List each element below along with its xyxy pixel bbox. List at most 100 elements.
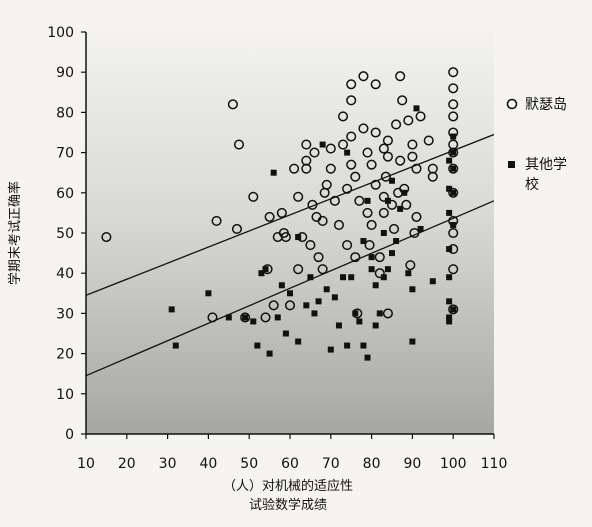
point-mercer-island	[409, 227, 420, 239]
point-mercer-island	[240, 312, 251, 323]
point-other-school	[287, 290, 293, 297]
point-other-school	[450, 189, 457, 196]
point-mercer-island	[403, 115, 414, 126]
point-other-school	[348, 274, 355, 281]
point-other-school	[409, 286, 416, 293]
point-other-school	[446, 209, 453, 216]
x-tick-label: 20	[118, 456, 136, 472]
point-other-school	[446, 318, 453, 325]
point-other-school	[364, 354, 371, 361]
x-tick-label: 100	[440, 456, 467, 472]
point-other-school	[413, 105, 420, 112]
point-mercer-island	[233, 139, 245, 150]
point-mercer-island	[342, 240, 353, 251]
point-mercer-island	[370, 79, 381, 90]
y-axis-title: 学期末考试正确率	[7, 181, 23, 285]
point-mercer-island	[405, 260, 416, 271]
point-mercer-island	[325, 163, 336, 174]
point-other-school	[344, 342, 351, 349]
y-tick-label: 0	[65, 427, 74, 443]
legend-label-other: 其他学 校	[525, 157, 571, 193]
point-other-school	[389, 177, 395, 184]
point-other-school	[295, 338, 302, 345]
x-tick-label: 60	[281, 456, 299, 472]
point-mercer-island	[401, 199, 412, 210]
point-other-school	[340, 274, 347, 281]
x-tick-label: 80	[363, 456, 381, 472]
y-tick-label: 50	[56, 226, 74, 242]
y-tick-label: 60	[56, 186, 74, 202]
point-other-school	[384, 197, 391, 204]
point-other-school	[450, 133, 457, 140]
point-other-school	[295, 234, 302, 241]
point-other-school	[172, 342, 179, 349]
point-mercer-island	[260, 312, 271, 323]
point-mercer-island	[350, 171, 361, 182]
point-other-school	[319, 141, 326, 148]
point-other-school	[258, 270, 265, 277]
point-other-school	[368, 266, 375, 273]
point-other-school	[168, 306, 175, 313]
point-mercer-island	[207, 312, 218, 323]
point-other-school	[282, 330, 289, 337]
point-mercer-island	[423, 135, 434, 146]
point-mercer-island	[337, 111, 349, 122]
x-tick-label: 30	[159, 456, 177, 472]
point-mercer-island	[448, 187, 459, 198]
point-mercer-island	[380, 171, 391, 182]
point-mercer-island	[317, 215, 328, 226]
y-tick-label: 10	[56, 387, 74, 403]
x-tick-label: 70	[322, 456, 340, 472]
point-other-school	[262, 266, 269, 273]
point-other-school	[307, 274, 314, 281]
point-mercer-island	[386, 199, 398, 210]
point-mercer-island	[293, 191, 304, 202]
point-mercer-island	[366, 159, 377, 170]
point-other-school	[401, 189, 408, 196]
point-mercer-island	[395, 155, 406, 166]
point-mercer-island	[362, 147, 373, 158]
x-tick-label: 10	[77, 456, 95, 472]
point-other-school	[352, 310, 359, 317]
point-mercer-island	[248, 191, 259, 202]
point-other-school	[274, 314, 281, 321]
point-other-school	[225, 314, 232, 321]
point-mercer-island	[289, 163, 300, 174]
point-mercer-island	[227, 99, 238, 110]
point-mercer-island	[354, 195, 365, 206]
plot-background	[86, 32, 494, 434]
point-mercer-island	[293, 264, 304, 275]
point-other-school	[384, 266, 391, 273]
point-other-school	[417, 225, 424, 232]
x-tick-label: 90	[403, 456, 421, 472]
y-tick-label: 100	[47, 25, 74, 41]
point-other-school	[360, 238, 367, 245]
point-other-school	[242, 314, 249, 321]
point-other-school	[278, 282, 285, 289]
point-mercer-island	[448, 83, 459, 94]
point-mercer-island	[382, 151, 393, 162]
point-other-school	[409, 338, 416, 345]
point-mercer-island	[448, 147, 459, 158]
point-other-school	[205, 290, 212, 297]
point-mercer-island	[276, 207, 287, 218]
point-mercer-island	[407, 139, 418, 150]
point-other-school	[270, 169, 277, 176]
y-tick-label: 90	[56, 65, 74, 81]
point-mercer-island	[346, 159, 357, 170]
point-mercer-island	[211, 215, 222, 226]
y-tick-label: 70	[56, 146, 74, 162]
point-mercer-island	[264, 211, 275, 222]
point-mercer-island	[101, 231, 112, 243]
point-mercer-island	[378, 143, 389, 154]
point-mercer-island	[411, 163, 422, 174]
point-other-school	[380, 274, 387, 281]
point-mercer-island	[346, 79, 357, 90]
y-tick-label: 80	[56, 105, 74, 121]
point-mercer-island	[346, 95, 357, 106]
point-mercer-island	[448, 264, 459, 275]
x-axis-ticks: 10 20 30 40 50 60 70 80 90 100 110	[77, 434, 507, 472]
regression-line	[86, 133, 494, 296]
